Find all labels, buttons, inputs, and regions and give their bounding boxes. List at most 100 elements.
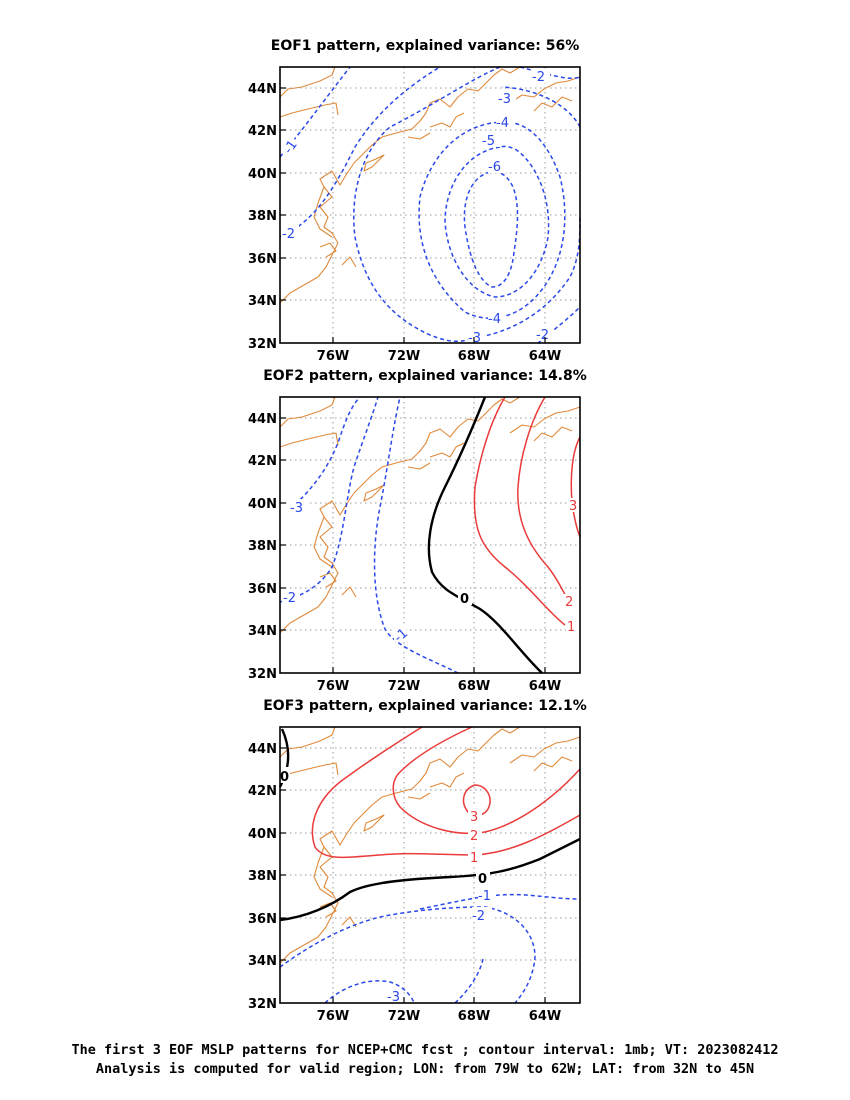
contour-neg4 <box>418 121 566 319</box>
panel-1-contours <box>279 66 581 344</box>
lon-label: 76W <box>317 349 349 364</box>
lat-label: 42N <box>248 454 277 469</box>
lon-label: 76W <box>317 1009 349 1024</box>
lat-label: 32N <box>248 337 277 352</box>
panel-1-grid <box>280 67 580 343</box>
lat-label: 36N <box>248 252 277 267</box>
contour-label: -5 <box>482 134 495 149</box>
contour-label: 1 <box>470 851 478 866</box>
contour-neg2 <box>279 396 379 603</box>
contour-label: -4 <box>488 312 501 327</box>
lon-label: 68W <box>458 349 490 364</box>
lat-label: 40N <box>248 827 277 842</box>
panel-3-contour-labels: 0 3 2 1 0 -1 -2 -3 <box>280 767 496 1005</box>
contour-pos2 <box>392 726 581 834</box>
panel-1: -2 -1 -2 -3 -4 -5 -6 -4 -3 -2 4 <box>248 66 581 364</box>
panel-2-contours <box>279 396 581 674</box>
panel-2-lat-labels: 44N 42N 40N 38N 36N 34N 32N <box>248 412 277 682</box>
lat-label: 42N <box>248 124 277 139</box>
lon-label: 72W <box>388 349 420 364</box>
lat-label: 42N <box>248 784 277 799</box>
contour-label: -2 <box>532 70 545 85</box>
contour-neg3 <box>289 396 361 510</box>
contour-label: -1 <box>281 138 301 157</box>
contour-label: -3 <box>498 92 511 107</box>
panel-3-frame <box>279 726 581 1004</box>
panel-1-coastline <box>279 66 581 304</box>
lat-label: 34N <box>248 294 277 309</box>
lat-label: 38N <box>248 869 277 884</box>
lat-label: 36N <box>248 582 277 597</box>
contour-neg2 <box>279 906 536 1004</box>
contour-neg1 <box>279 66 351 158</box>
contour-label: -6 <box>488 160 501 175</box>
panel-2: -3 -2 -1 0 1 2 3 44N 42N 40N 38N 36N 34N <box>248 396 581 694</box>
lon-label: 72W <box>388 679 420 694</box>
lon-label: 68W <box>458 679 490 694</box>
contour-neg3 <box>324 958 484 1004</box>
contour-neg2-east <box>519 66 581 79</box>
contour-pos1 <box>311 726 581 859</box>
contour-neg1 <box>419 893 581 910</box>
contour-neg6 <box>463 170 519 288</box>
panel-3-lat-labels: 44N 42N 40N 38N 36N 34N 32N <box>248 742 277 1012</box>
contour-label: 0 <box>478 872 487 887</box>
panel-1-contour-labels: -2 -1 -2 -3 -4 -5 -6 -4 -3 -2 <box>279 69 554 346</box>
lat-label: 32N <box>248 997 277 1012</box>
lat-label: 44N <box>248 412 277 427</box>
contour-label: 1 <box>567 620 575 635</box>
panel-1-title: EOF1 pattern, explained variance: 56% <box>271 38 579 54</box>
contour-label: 3 <box>569 499 577 514</box>
contour-label: -2 <box>283 591 296 606</box>
lat-label: 44N <box>248 82 277 97</box>
panel-2-frame <box>279 396 581 674</box>
panel-3-ticks <box>280 747 546 1003</box>
panel-1-lon-labels: 76W 72W 68W 64W <box>317 349 561 364</box>
lon-label: 64W <box>529 349 561 364</box>
panel-3-title: EOF3 pattern, explained variance: 12.1% <box>263 698 587 714</box>
contour-pos2 <box>517 396 571 603</box>
contour-label: -2 <box>282 227 295 242</box>
contour-label: -2 <box>472 909 485 924</box>
lat-label: 38N <box>248 539 277 554</box>
contour-label: 0 <box>280 770 289 785</box>
panel-2-contour-labels: -3 -2 -1 0 1 2 3 <box>282 498 580 646</box>
lon-label: 64W <box>529 679 561 694</box>
panel-2-coastline <box>279 396 581 634</box>
lat-label: 40N <box>248 497 277 512</box>
lat-label: 34N <box>248 954 277 969</box>
lon-label: 64W <box>529 1009 561 1024</box>
panel-1-ticks <box>280 87 546 343</box>
caption-line-2: Analysis is computed for valid region; L… <box>96 1061 754 1077</box>
contour-label: 3 <box>470 810 478 825</box>
lon-label: 76W <box>317 679 349 694</box>
lat-label: 32N <box>248 667 277 682</box>
panel-2-title: EOF2 pattern, explained variance: 14.8% <box>263 368 587 384</box>
contour-label: 2 <box>470 829 478 844</box>
lat-label: 40N <box>248 167 277 182</box>
contour-label: -1 <box>478 889 491 904</box>
contour-label: 2 <box>565 595 573 610</box>
contour-label: 0 <box>460 592 469 607</box>
caption-line-1: The first 3 EOF MSLP patterns for NCEP+C… <box>71 1042 778 1058</box>
panel-3-contours <box>278 726 581 1004</box>
contour-neg3-east <box>479 86 581 338</box>
contour-pos3 <box>570 436 581 538</box>
contour-neg1 <box>373 396 459 674</box>
panel-3-coastline <box>279 726 581 964</box>
lat-label: 44N <box>248 742 277 757</box>
panel-3: 0 3 2 1 0 -1 -2 -3 44N 42N 40N 38N <box>248 726 581 1024</box>
contour-label: -3 <box>290 501 303 516</box>
lat-label: 38N <box>248 209 277 224</box>
panel-1-lat-labels: 44N 42N 40N 38N 36N 34N 32N <box>248 82 277 352</box>
contour-label: -2 <box>536 328 549 343</box>
panel-2-lon-labels: 76W 72W 68W 64W <box>317 679 561 694</box>
lat-label: 34N <box>248 624 277 639</box>
lon-label: 72W <box>388 1009 420 1024</box>
contour-neg2-se <box>537 306 581 344</box>
panel-2-ticks <box>280 417 546 673</box>
panel-3-lon-labels: 76W 72W 68W 64W <box>317 1009 561 1024</box>
contour-zero <box>279 837 581 922</box>
contour-neg2-west <box>279 66 441 238</box>
